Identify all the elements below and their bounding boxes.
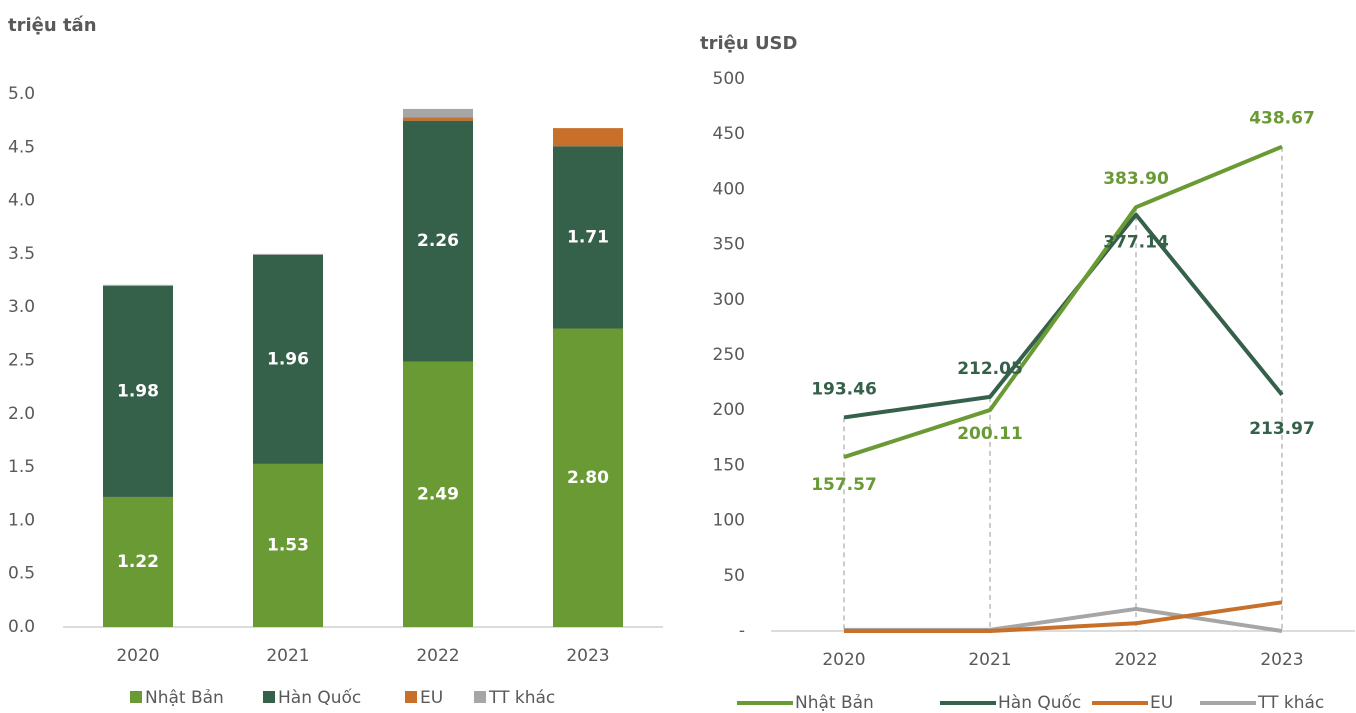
y-tick-label: 150 [713,455,745,475]
x-tick-label: 2020 [822,650,865,670]
data-label: 157.57 [811,475,877,495]
bar-segment [103,284,173,286]
x-tick-label: 2022 [1114,650,1157,670]
bar-segment [253,253,323,255]
y-tick-label: 5.0 [8,84,35,104]
data-label: 377.14 [1103,233,1169,253]
y-tick-label: 3.0 [8,297,35,317]
legend-label: TT khác [1257,693,1324,713]
line [843,144,1283,459]
y-tick-label: 300 [713,290,745,310]
data-label: 1.98 [117,381,159,401]
legend-label: EU [420,688,443,708]
bar-segment [103,496,173,627]
legend-label: Nhật Bản [795,693,874,713]
data-label: 212.05 [957,359,1023,379]
y-tick-label: 50 [723,566,745,586]
legend-label: EU [1150,693,1173,713]
y-tick-label: 250 [713,345,745,365]
y-tick-label: 100 [713,511,745,531]
bar-segment [253,463,323,627]
bar-segment [403,117,473,121]
data-label: 383.90 [1103,169,1169,189]
y-tick-label: 500 [713,69,745,89]
x-tick-label: 2021 [266,646,309,666]
x-tick-label: 2023 [566,646,609,666]
legend-label: Hàn Quốc [278,687,361,708]
y-tick-label: 1.5 [8,457,35,477]
y-tick-label: 400 [713,179,745,199]
bar-segment [403,361,473,627]
bar-segment [553,128,623,147]
bar-segment [103,285,173,497]
y-tick-label: 2.0 [8,404,35,424]
data-label: 2.26 [417,231,459,251]
x-tick-label: 2022 [416,646,459,666]
data-label: 213.97 [1249,419,1315,439]
chart-title: triệu tấn [8,15,97,36]
bar-segment [553,328,623,627]
x-tick-label: 2020 [116,646,159,666]
data-label: 200.11 [957,424,1023,444]
data-label: 1.71 [567,227,609,247]
y-tick-label: - [739,621,745,641]
data-label: 193.46 [811,379,877,399]
y-tick-label: 4.0 [8,191,35,211]
legend-label: Hàn Quốc [998,692,1081,713]
y-tick-label: 0.5 [8,564,35,584]
line [843,212,1284,420]
x-tick-label: 2023 [1260,650,1303,670]
data-label: 1.53 [267,535,309,555]
data-label: 2.80 [567,468,609,488]
legend-swatch [130,691,142,703]
bar-segment [403,120,473,362]
bar-segment [553,146,623,329]
legend-swatch [474,691,486,703]
y-tick-label: 450 [713,124,745,144]
bar-segment [403,108,473,118]
x-tick-label: 2021 [968,650,1011,670]
legend-swatch [405,691,417,703]
y-tick-label: 3.5 [8,244,35,264]
data-label: 438.67 [1249,109,1315,129]
bar-segment [253,254,323,464]
y-tick-label: 0.0 [8,617,35,637]
line [844,600,1283,633]
y-tick-label: 4.5 [8,137,35,157]
y-tick-label: 1.0 [8,510,35,530]
chart-title: triệu USD [700,33,797,54]
data-label: 2.49 [417,484,459,504]
y-tick-label: 2.5 [8,351,35,371]
data-label: 1.96 [267,349,309,369]
y-tick-label: 350 [713,235,745,255]
legend-swatch [263,691,275,703]
y-tick-label: 200 [713,400,745,420]
data-label: 1.22 [117,552,159,572]
legend-label: Nhật Bản [145,688,224,708]
legend-label: TT khác [488,688,555,708]
